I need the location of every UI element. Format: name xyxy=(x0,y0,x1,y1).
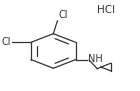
Text: Cl: Cl xyxy=(1,37,11,47)
Text: HCl: HCl xyxy=(97,5,115,15)
Text: NH: NH xyxy=(88,54,102,64)
Text: Cl: Cl xyxy=(59,10,68,20)
